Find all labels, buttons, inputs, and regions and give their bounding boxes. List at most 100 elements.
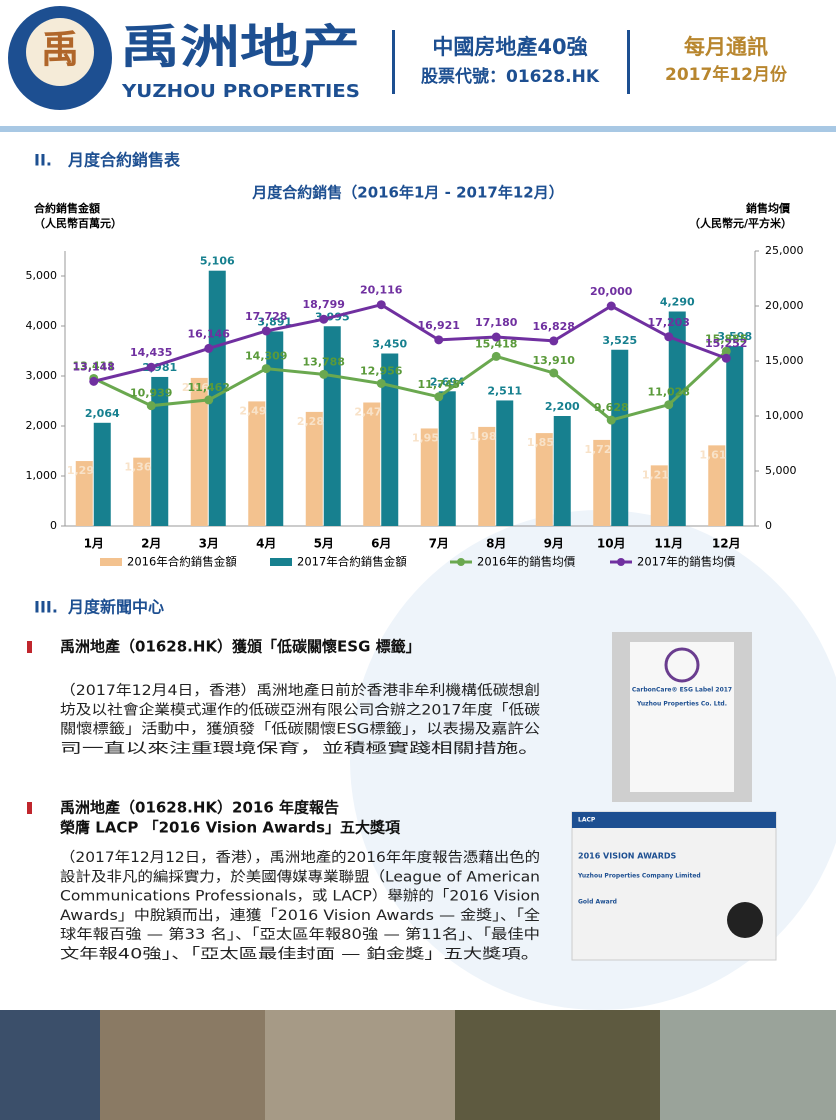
y-tick-label: 1,000 [26, 469, 58, 482]
y2-tick-label: 5,000 [765, 464, 797, 477]
bar [668, 311, 686, 526]
line-marker [664, 332, 674, 342]
header-band [0, 0, 836, 126]
data-label: 12,956 [360, 364, 403, 377]
data-label: 1,982 [469, 430, 504, 443]
newsletter: 每月通訊 [684, 35, 768, 59]
bar [133, 457, 151, 526]
award-badge [727, 902, 763, 938]
y-tick-label: 4,000 [26, 319, 58, 332]
data-label: 2,064 [85, 407, 120, 420]
bar [726, 346, 744, 526]
bar [478, 426, 496, 526]
line-marker [261, 364, 271, 374]
x-tick-label: 8月 [486, 537, 506, 551]
section-title: 月度新聞中心 [67, 598, 164, 617]
y-axis-label: 合約銷售金額 [34, 201, 100, 215]
bar [305, 411, 323, 526]
brand-en: YUZHOU PROPERTIES [121, 81, 360, 102]
data-label: 13,910 [533, 354, 576, 367]
x-tick-label: 7月 [429, 537, 449, 551]
news-body: （2017年12月4日，香港）禹洲地產日前於香港非牟利機構低碳想創 [60, 682, 540, 699]
divider [627, 30, 630, 94]
x-tick-label: 9月 [544, 537, 564, 551]
bar [190, 377, 208, 526]
news-body: （2017年12月12日，香港），禹洲地產的2016年年度報告憑藉出色的 [60, 849, 540, 866]
data-label: 20,116 [360, 284, 403, 297]
line [93, 303, 727, 383]
legend-label: 2016年的銷售均價 [477, 555, 576, 569]
news-body: 司一直以來注重環境保育，並積極實踐相關措施。 [60, 740, 540, 757]
news-body: 坊及以社會企業模式運作的低碳亞洲有限公司合辦之2017年度「低碳 [60, 701, 540, 718]
data-label: 1,613 [699, 448, 734, 461]
x-tick-label: 11月 [654, 537, 683, 551]
photo [455, 1010, 660, 1120]
section-number: II. [34, 151, 52, 170]
bar [420, 428, 438, 526]
legend-label: 2017年合約銷售金額 [297, 555, 407, 569]
line-marker [261, 326, 271, 336]
y-tick-label: 2,000 [26, 419, 58, 432]
line-marker [434, 392, 444, 402]
line-marker [204, 343, 214, 353]
photo [100, 1010, 265, 1120]
data-label: 1,213 [642, 468, 677, 481]
data-label: 16,828 [533, 320, 575, 333]
bullet [27, 802, 32, 814]
bar [611, 349, 629, 526]
line-marker [606, 415, 616, 425]
y2-tick-label: 0 [765, 519, 772, 532]
line-marker [319, 314, 329, 324]
legend-swatch [100, 558, 122, 566]
logo-mark: 禹 [41, 28, 79, 72]
image-text: Yuzhou Properties Company Limited [577, 873, 701, 880]
rank: 中國房地產40強 [432, 35, 587, 59]
y-tick-label: 0 [50, 519, 57, 532]
data-label: 17,180 [475, 316, 518, 329]
issue: 2017年12月份 [665, 64, 788, 85]
data-label: 3,598 [717, 330, 752, 343]
y-tick-label: 5,000 [26, 269, 58, 282]
divider [392, 30, 395, 94]
line [93, 350, 728, 422]
data-label: 20,000 [590, 285, 633, 298]
photo [265, 1010, 455, 1120]
data-label: 2,282 [297, 415, 332, 428]
x-tick-label: 5月 [314, 537, 334, 551]
line-marker [491, 332, 501, 342]
y2-axis-label: （人民幣元/平方米） [689, 216, 792, 230]
line-marker [721, 353, 731, 363]
logo-inner [26, 18, 94, 86]
data-label: 1,367 [124, 461, 159, 474]
photo [0, 1010, 100, 1120]
legend-swatch [457, 558, 465, 566]
data-label: 3,891 [257, 315, 292, 328]
line-marker [146, 362, 156, 372]
data-label: 2,200 [545, 400, 580, 413]
x-tick-label: 4月 [256, 537, 276, 551]
line-marker [319, 369, 329, 379]
bar [363, 402, 381, 526]
data-label: 15,885 [705, 332, 747, 345]
chart-title: 月度合約銷售（2016年1月 - 2017年12月） [251, 184, 563, 202]
data-label: 17,728 [245, 310, 287, 323]
line-marker [664, 400, 674, 410]
data-label: 16,921 [418, 319, 460, 332]
data-label: 3,525 [602, 334, 637, 347]
data-label: 2,492 [239, 404, 274, 417]
bar [593, 439, 611, 526]
data-label: 15,252 [705, 337, 747, 350]
bar [708, 445, 726, 526]
certificate [630, 642, 734, 792]
data-label: 17,203 [648, 316, 690, 329]
bar [381, 353, 399, 526]
data-label: 18,799 [303, 298, 345, 311]
data-label: 5,106 [200, 255, 235, 268]
chart: 月度合約銷售（2016年1月 - 2017年12月） 合約銷售金額 （人民幣百萬… [26, 184, 804, 569]
news-body: 文年報40強」、「亞太區最佳封面 — 鉑金獎」五大獎項。 [60, 947, 540, 963]
x-tick-label: 3月 [199, 537, 219, 551]
image-text: CarbonCare® ESG Label 2017 [632, 687, 732, 694]
section-title: 月度合約銷售表 [67, 151, 181, 170]
legend-label: 2017年的銷售均價 [637, 555, 736, 569]
